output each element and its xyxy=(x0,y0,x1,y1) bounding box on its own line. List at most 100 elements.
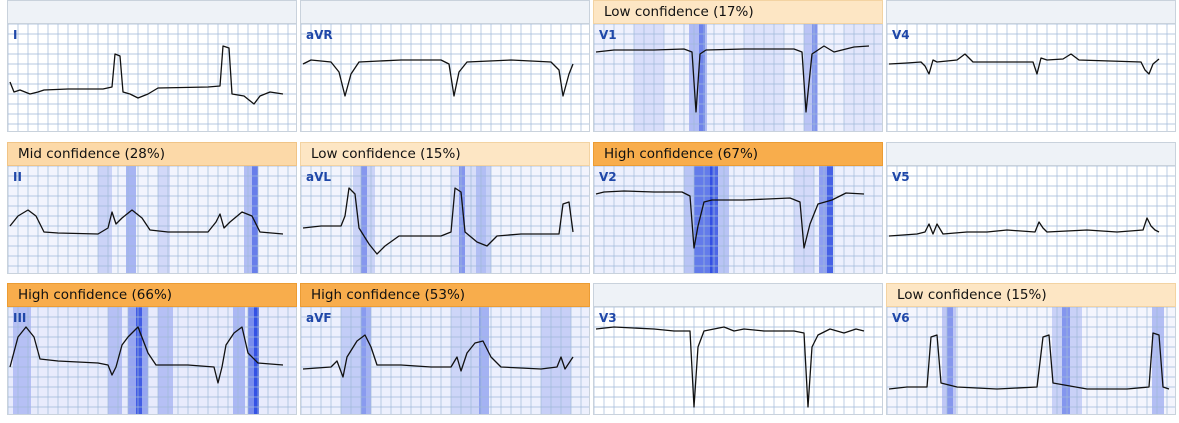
confidence-header: High confidence (67%) xyxy=(593,142,883,166)
attention-band xyxy=(479,307,489,414)
confidence-header: Low confidence (17%) xyxy=(593,0,883,24)
ecg-waveform xyxy=(302,59,574,97)
lead-plot: II xyxy=(7,166,297,274)
ecg-waveform xyxy=(302,187,574,255)
lead-label: aVL xyxy=(306,170,332,184)
lead-plot: aVL xyxy=(300,166,590,274)
ecg-grid xyxy=(887,166,1175,273)
attention-band xyxy=(361,166,367,273)
ecg-waveform xyxy=(888,332,1170,390)
ecg-trace-v2 xyxy=(594,166,882,273)
ecg-grid xyxy=(594,166,882,273)
attention-band xyxy=(451,307,481,414)
attention-band xyxy=(812,24,817,131)
attention-band xyxy=(827,166,833,273)
attention-band xyxy=(136,307,142,414)
ecg-panel-v4: V4 xyxy=(886,0,1176,132)
ecg-waveform xyxy=(888,217,1160,237)
ecg-panel-avr: aVR xyxy=(300,0,590,132)
lead-plot: aVF xyxy=(300,307,590,415)
ecg-grid xyxy=(8,24,296,131)
ecg-grid xyxy=(8,166,296,273)
attention-band xyxy=(233,307,245,414)
ecg-waveform xyxy=(595,45,870,113)
confidence-header xyxy=(593,283,883,307)
lead-plot: V3 xyxy=(593,307,883,415)
ecg-trace-v4 xyxy=(887,24,1175,131)
ecg-trace-v6 xyxy=(887,307,1175,414)
attention-band xyxy=(126,166,136,273)
lead-label: III xyxy=(13,311,27,325)
ecg-panel-i: I xyxy=(7,0,297,132)
ecg-trace-avf xyxy=(301,307,589,414)
lead-label: aVR xyxy=(306,28,333,42)
confidence-header xyxy=(886,142,1176,166)
ecg-waveform xyxy=(9,326,284,384)
ecg-waveform xyxy=(595,326,865,408)
confidence-header: Low confidence (15%) xyxy=(886,283,1176,307)
ecg-panel-v1: Low confidence (17%) V1 xyxy=(593,0,883,132)
ecg-panel-avl: Low confidence (15%) aVL xyxy=(300,142,590,274)
lead-plot: V1 xyxy=(593,24,883,132)
attention-band xyxy=(947,307,953,414)
attention-band xyxy=(361,307,371,414)
ecg-grid xyxy=(887,307,1175,414)
attention-band xyxy=(158,307,173,414)
lead-plot: aVR xyxy=(300,24,590,132)
ecg-panel-ii: Mid confidence (28%) II xyxy=(7,142,297,274)
ecg-panel-v3: V3 xyxy=(593,283,883,415)
lead-plot: I xyxy=(7,24,297,132)
ecg-trace-ii xyxy=(8,166,296,273)
lead-label: V5 xyxy=(892,170,910,184)
ecg-grid xyxy=(887,24,1175,131)
ecg-grid xyxy=(594,307,882,414)
attention-band xyxy=(1152,307,1164,414)
confidence-header: Mid confidence (28%) xyxy=(7,142,297,166)
attention-band xyxy=(108,307,122,414)
lead-label: V4 xyxy=(892,28,910,42)
ecg-panel-iii: High confidence (66%) III xyxy=(7,283,297,415)
ecg-panel-v2: High confidence (67%) V2 xyxy=(593,142,883,274)
ecg-trace-v5 xyxy=(887,166,1175,273)
ecg-grid xyxy=(301,24,589,131)
lead-label: V1 xyxy=(599,28,617,42)
ecg-waveform xyxy=(9,45,284,105)
lead-plot: V2 xyxy=(593,166,883,274)
ecg-trace-v1 xyxy=(594,24,882,131)
attention-band xyxy=(451,166,486,273)
lead-label: II xyxy=(13,170,22,184)
attention-band xyxy=(1062,307,1070,414)
ecg-panel-v5: V5 xyxy=(886,142,1176,274)
attention-band xyxy=(844,24,882,131)
lead-label: V3 xyxy=(599,311,617,325)
ecg-grid xyxy=(594,24,882,131)
lead-plot: V4 xyxy=(886,24,1176,132)
ecg-trace-v3 xyxy=(594,307,882,414)
confidence-header: High confidence (53%) xyxy=(300,283,590,307)
ecg-trace-i xyxy=(8,24,296,131)
confidence-header: Low confidence (15%) xyxy=(300,142,590,166)
attention-band xyxy=(634,24,664,131)
lead-label: V6 xyxy=(892,311,910,325)
attention-band xyxy=(694,166,712,273)
ecg-panel-avf: High confidence (53%) aVF xyxy=(300,283,590,415)
attention-band xyxy=(699,24,705,131)
lead-plot: V6 xyxy=(886,307,1176,415)
ecg-panel-v6: Low confidence (15%) V6 xyxy=(886,283,1176,415)
lead-label: aVF xyxy=(306,311,332,325)
ecg-waveform xyxy=(9,209,284,235)
ecg-waveform xyxy=(888,53,1160,75)
ecg-trace-avl xyxy=(301,166,589,273)
attention-band xyxy=(254,307,259,414)
attention-band xyxy=(459,166,465,273)
attention-band xyxy=(476,166,491,273)
ecg-waveform xyxy=(302,334,574,378)
ecg-trace-avr xyxy=(301,24,589,131)
lead-label: V2 xyxy=(599,170,617,184)
attention-band xyxy=(541,307,571,414)
confidence-header xyxy=(300,0,590,24)
lead-plot: III xyxy=(7,307,297,415)
ecg-waveform xyxy=(595,190,865,249)
confidence-header xyxy=(7,0,297,24)
attention-band xyxy=(341,307,366,414)
